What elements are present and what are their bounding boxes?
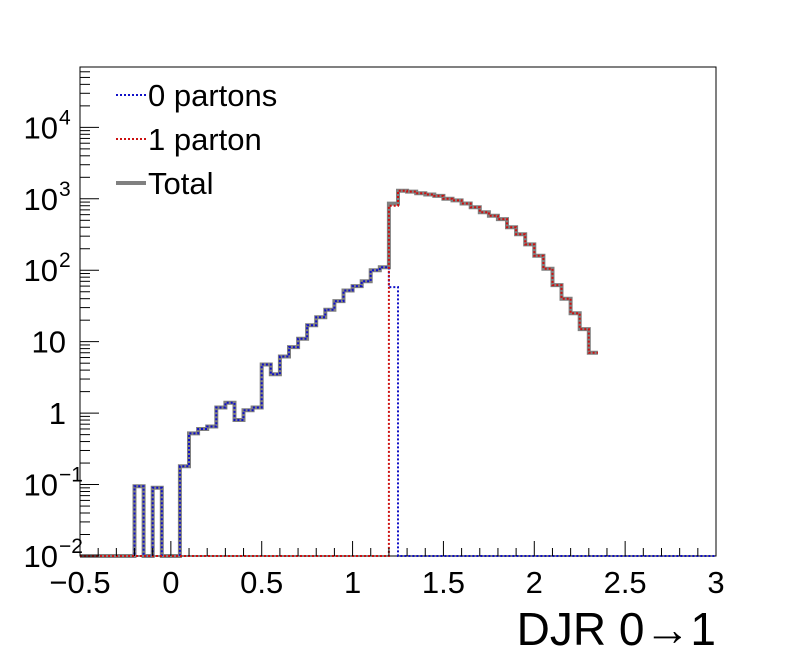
y-tick-exponent: 2 [59, 249, 71, 272]
series-total-line [80, 188, 598, 558]
x-tick-label: 0.5 [240, 565, 283, 600]
x-tick-label: 3 [707, 565, 724, 600]
y-tick-label: 10 [24, 110, 58, 145]
x-axis-title: DJR 0→1 [517, 603, 716, 655]
x-tick-label: 1 [344, 565, 361, 600]
y-tick-exponent: −1 [59, 464, 83, 487]
y-tick-label: 1 [49, 396, 66, 431]
y-tick-label: 10 [24, 468, 58, 503]
x-tick-label: 2.5 [604, 565, 647, 600]
y-tick-exponent: −2 [59, 535, 83, 558]
y-tick-label: 10 [24, 539, 58, 574]
x-tick-label: 2 [526, 565, 543, 600]
legend-label: 0 partons [148, 78, 277, 113]
y-tick-label: 10 [24, 253, 58, 288]
series-0-partons-line [80, 266, 716, 557]
histogram-series-group [80, 188, 716, 558]
y-tick-label: 10 [24, 182, 58, 217]
legend-label: Total [148, 166, 213, 201]
y-tick-exponent: 3 [59, 178, 71, 201]
series-1-parton-line [80, 189, 598, 557]
x-tick-label: 0 [162, 565, 179, 600]
legend: 0 partons 1 parton Total [116, 78, 277, 201]
y-tick-label: 10 [32, 325, 66, 360]
y-tick-exponent: 4 [59, 106, 71, 129]
legend-label: 1 parton [148, 122, 262, 157]
x-tick-label: 1.5 [422, 565, 465, 600]
x-tick-label: −0.5 [49, 565, 110, 600]
x-axis-ticks: −0.5 0 0.5 1 1.5 2 2.5 3 [49, 541, 725, 600]
